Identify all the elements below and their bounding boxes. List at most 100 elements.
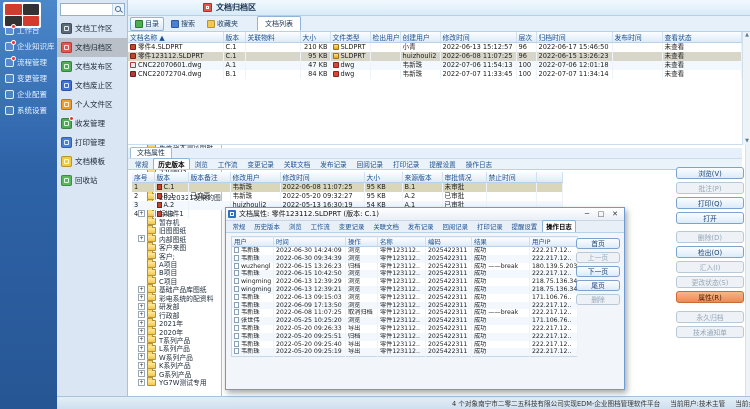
expander-icon[interactable]: + xyxy=(138,235,145,243)
action-button[interactable]: 技术通知单 xyxy=(676,325,744,338)
history-header-cell[interactable]: 大小 xyxy=(364,172,403,183)
history-header-cell[interactable]: 版本 xyxy=(154,172,189,183)
module-nav-item[interactable]: 个人文件区 xyxy=(57,95,128,114)
expander-icon[interactable]: + xyxy=(138,361,145,369)
props-tab[interactable]: 发布记录 xyxy=(315,158,351,169)
doc-list-header-cell[interactable]: 创建用户 xyxy=(400,32,441,43)
log-header-cell[interactable]: 名称 xyxy=(377,236,426,247)
history-header-cell[interactable] xyxy=(536,172,563,183)
props-tab[interactable]: 操作日志 xyxy=(461,158,497,169)
tree-toolbar-tab[interactable]: 目录 xyxy=(130,16,164,31)
log-row[interactable]: wingming 2022-06-13 12:39:29 浏览 零件123112… xyxy=(231,278,578,286)
history-header-cell[interactable]: 版本备注 xyxy=(188,172,231,183)
dialog-tab[interactable]: 变更记录 xyxy=(334,220,369,232)
history-header-cell[interactable]: 序号 xyxy=(132,172,155,183)
expander-icon[interactable]: + xyxy=(138,328,145,336)
action-button[interactable]: 汇入(I) xyxy=(676,261,744,273)
props-tab[interactable]: 回阅记录 xyxy=(352,158,388,169)
log-header-cell[interactable]: 用户 xyxy=(231,236,274,247)
doc-list-header-cell[interactable]: 修改时间 xyxy=(440,32,517,43)
tree-toolbar-tab[interactable]: 收藏夹 xyxy=(202,17,243,31)
scroll-down-icon[interactable]: ▼ xyxy=(745,138,749,144)
sidebar-item[interactable]: 企业配置 xyxy=(0,86,57,102)
pager-button[interactable]: 上一页 xyxy=(576,251,620,263)
doc-list-header-cell[interactable]: 查看状态 xyxy=(662,32,742,43)
tree-item[interactable]: + L系列产品 xyxy=(128,342,221,353)
search-input[interactable] xyxy=(61,4,112,15)
dialog-tab[interactable]: 回阅记录 xyxy=(438,220,473,232)
log-header-cell[interactable]: 结果 xyxy=(471,236,530,247)
dialog-titlebar[interactable]: 文档属性: 零件123112.SLDPRT (版本: C.1) ─ □ ✕ xyxy=(226,208,624,221)
doc-list-scrollbar[interactable]: ▲ ▼ xyxy=(742,32,750,145)
tree-item[interactable]: + 彩电系统的配资料 xyxy=(128,292,221,303)
doc-list-header-cell[interactable]: 发布时间 xyxy=(612,32,663,43)
log-row[interactable]: 韦新珠 2022-05-20 09:25:40 导出 零件123112.. 20… xyxy=(231,340,578,349)
doc-list-header-cell[interactable]: 关联物料 xyxy=(245,32,301,43)
doc-list-header-cell[interactable]: 文档名称 ▲ xyxy=(128,32,224,43)
history-row[interactable]: 3 A.2 huizhouli2 2022-05-13 16:30:19 54 … xyxy=(132,201,563,210)
log-row[interactable]: 韦新珠 2022-06-30 14:24:09 浏览 零件123112.. 20… xyxy=(231,246,578,255)
expander-icon[interactable]: + xyxy=(138,353,145,361)
sidebar-item[interactable]: 企业知识库 xyxy=(0,38,57,54)
props-tab[interactable]: 变更记录 xyxy=(243,158,279,169)
log-row[interactable]: 韦新珠 2022-05-20 09:25:19 导出 零件123112.. 20… xyxy=(231,348,578,357)
module-nav-item[interactable]: 文档发布区 xyxy=(57,57,128,76)
log-row[interactable]: 韦新珠 2022-06-13 09:15:03 浏览 零件123112.. 20… xyxy=(231,293,578,302)
dialog-tab[interactable]: 工作流 xyxy=(306,220,334,232)
log-header-cell[interactable]: 编码 xyxy=(425,236,472,247)
log-row[interactable]: 张世伟 2022-05-25 10:25:20 浏览 零件123112.. 20… xyxy=(231,317,578,325)
sidebar-item[interactable]: 流程管理 xyxy=(0,54,57,70)
expander-icon[interactable]: + xyxy=(138,285,145,293)
log-row[interactable]: wingming 2022-06-13 12:39:21 浏览 零件123112… xyxy=(231,285,578,294)
tree-item[interactable]: + YG7W测试专用 xyxy=(128,376,221,387)
maximize-icon[interactable]: □ xyxy=(597,210,605,218)
tree-item[interactable]: + T系列产品 xyxy=(128,334,221,345)
module-nav-item[interactable]: 文档归档区 xyxy=(57,38,128,57)
props-tab[interactable]: 关联文档 xyxy=(279,158,315,169)
doc-row[interactable]: CNC22070601.dwg A.1 47 KB dwg 韦新珠 2022-0… xyxy=(128,61,742,70)
log-row[interactable]: 韦新珠 2022-06-08 11:07:25 取消归档 零件123112.. … xyxy=(231,309,578,318)
log-row[interactable]: 韦新珠 2022-05-20 09:25:51 归档 零件123112.. 20… xyxy=(231,332,578,341)
dialog-tab[interactable]: 操作日志 xyxy=(541,220,577,232)
action-button[interactable]: 批注(P) xyxy=(676,181,744,194)
action-button[interactable]: 删除(D) xyxy=(676,231,744,243)
expander-icon[interactable]: + xyxy=(138,344,145,352)
log-header-cell[interactable]: 时间 xyxy=(273,236,346,247)
doc-list-header-cell[interactable]: 归档时间 xyxy=(536,32,613,43)
dialog-tab[interactable]: 关联文档 xyxy=(369,220,404,232)
log-row[interactable]: 韦新珠 2022-06-09 17:13:50 浏览 零件123112.. 20… xyxy=(231,301,578,310)
tree-toolbar-tab[interactable]: 搜索 xyxy=(166,17,200,31)
doc-list-header-cell[interactable]: 检出用户 xyxy=(370,32,401,43)
tree-item[interactable]: + 研发部 xyxy=(128,300,221,311)
doc-list-header-cell[interactable]: 层次 xyxy=(516,32,537,43)
module-nav-item[interactable]: 文档废止区 xyxy=(57,76,128,95)
history-row[interactable]: 2 B.1 已变更 韦新珠 2022-05-20 09:32:27 95 KB … xyxy=(132,192,563,201)
action-button[interactable]: 永久归档 xyxy=(676,310,744,323)
action-button[interactable]: 打印(Q) xyxy=(676,196,744,209)
module-nav-item[interactable]: 文档工作区 xyxy=(57,19,128,38)
expander-icon[interactable]: + xyxy=(138,378,145,386)
module-nav-item[interactable]: 文档模板 xyxy=(57,152,128,171)
log-row[interactable]: wuzhengl 2022-06-15 13:26:23 归档 零件123112… xyxy=(231,262,578,271)
sidebar-item[interactable]: 工作台 xyxy=(0,22,57,38)
sidebar-item[interactable]: 变更管理 xyxy=(0,70,57,86)
module-nav-item[interactable]: 收发管理 xyxy=(57,114,128,133)
doc-list-header-cell[interactable]: 文件类型 xyxy=(330,32,371,43)
log-row[interactable]: 韦新珠 2022-05-20 09:26:33 导出 零件123112.. 20… xyxy=(231,324,578,333)
scroll-up-icon[interactable]: ▲ xyxy=(745,32,749,38)
expander-icon[interactable]: + xyxy=(138,294,145,302)
pager-button[interactable]: 删除 xyxy=(576,293,620,305)
action-button[interactable]: 属性(R) xyxy=(676,291,744,303)
doc-list-header-cell[interactable]: 大小 xyxy=(300,32,331,43)
dialog-tab[interactable]: 历史版本 xyxy=(250,220,285,232)
module-nav-item[interactable]: 回收站 xyxy=(57,171,128,190)
history-header-cell[interactable]: 禁止时间 xyxy=(486,172,537,183)
module-nav-item[interactable]: 打印管理 xyxy=(57,133,128,152)
log-row[interactable]: 韦新珠 2022-06-15 10:42:50 浏览 零件123112.. 20… xyxy=(231,270,578,279)
props-tab[interactable]: 提醒设置 xyxy=(424,158,460,169)
props-tab[interactable]: 常规 xyxy=(130,158,153,169)
expander-icon[interactable]: + xyxy=(138,302,145,310)
history-header-cell[interactable]: 修改用户 xyxy=(230,172,281,183)
tab-document-list[interactable]: 文档列表 xyxy=(257,16,301,31)
history-header-cell[interactable]: 审批情况 xyxy=(442,172,487,183)
